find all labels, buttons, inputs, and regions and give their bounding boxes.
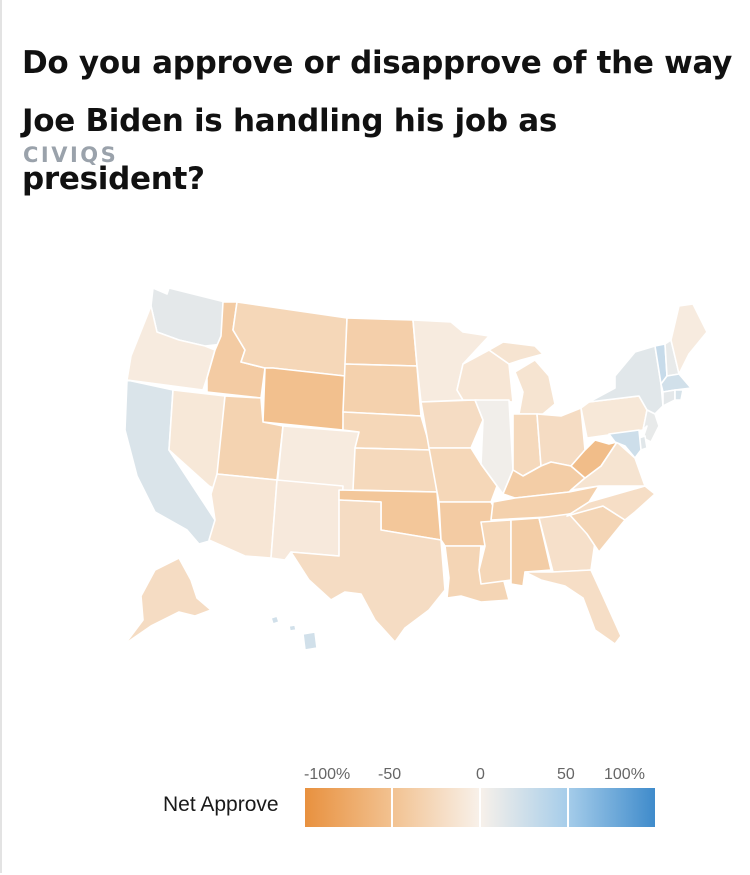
state-LA[interactable] (444, 545, 510, 603)
legend-separator (567, 788, 569, 827)
legend-tick-labels: -100% -50 0 50 100% (300, 766, 660, 786)
legend-separator (479, 788, 481, 827)
state-WV[interactable] (570, 439, 618, 479)
legend-title: Net Approve (163, 793, 279, 816)
legend-color-bar (305, 788, 655, 827)
state-FL[interactable] (524, 569, 622, 645)
question-title: Do you approve or disapprove of the way … (22, 45, 733, 197)
state-MD[interactable] (608, 429, 642, 459)
state-IL[interactable] (474, 399, 514, 495)
state-MI-UP[interactable] (488, 341, 544, 365)
state-AZ[interactable] (208, 473, 278, 559)
state-ME[interactable] (670, 303, 708, 375)
state-IA[interactable] (420, 399, 484, 449)
state-WY[interactable] (262, 367, 346, 431)
legend-separator (391, 788, 393, 827)
state-MO[interactable] (428, 447, 498, 503)
state-HI[interactable] (270, 615, 318, 651)
legend-tick: 50 (557, 766, 575, 783)
state-TX[interactable] (290, 499, 446, 643)
state-CT[interactable] (662, 389, 676, 407)
state-ND[interactable] (344, 317, 418, 367)
state-MT[interactable] (232, 301, 348, 377)
legend-tick: -50 (378, 766, 402, 783)
legend-tick: -100% (304, 766, 351, 783)
state-NJ[interactable] (642, 409, 660, 443)
state-NM[interactable] (270, 479, 344, 561)
state-AK[interactable] (124, 557, 212, 645)
state-MS[interactable] (478, 519, 512, 585)
state-NC[interactable] (566, 485, 656, 521)
legend-tick: 100% (604, 766, 645, 783)
state-RI[interactable] (674, 389, 684, 401)
state-KS[interactable] (352, 447, 438, 493)
state-NE[interactable] (342, 411, 432, 451)
civiqs-logo: CIVIQS (23, 143, 119, 167)
state-IN[interactable] (512, 413, 542, 477)
state-TN[interactable] (490, 485, 600, 521)
legend-tick: 0 (476, 766, 485, 783)
state-MI[interactable] (514, 359, 556, 415)
state-SD[interactable] (342, 363, 422, 417)
us-state-map (124, 287, 708, 651)
